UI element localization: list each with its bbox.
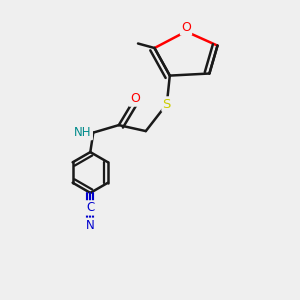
- Text: S: S: [163, 98, 171, 111]
- Text: NH: NH: [74, 126, 92, 139]
- Text: O: O: [130, 92, 140, 106]
- Text: C: C: [86, 201, 94, 214]
- Text: N: N: [86, 219, 95, 232]
- Text: O: O: [181, 21, 191, 34]
